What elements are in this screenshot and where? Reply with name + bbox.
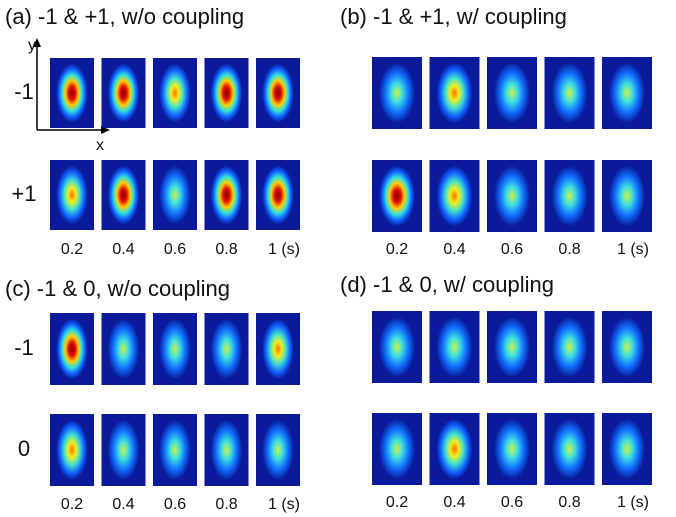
atom-cloud: [211, 166, 243, 225]
atom-cloud: [159, 166, 191, 225]
atom-cloud: [379, 63, 415, 123]
time-label: 1 (s): [617, 241, 649, 258]
atom-cloud: [379, 166, 415, 226]
atom-cloud: [56, 319, 88, 379]
panel-title: (c) -1 & 0, w/o coupling: [5, 276, 230, 301]
atom-cloud: [379, 419, 415, 479]
atom-cloud: [211, 420, 243, 480]
atom-cloud: [56, 64, 88, 123]
atom-cloud: [552, 317, 588, 377]
time-label: 0.8: [558, 241, 580, 258]
row-label: -1: [14, 335, 34, 360]
atom-cloud: [211, 319, 243, 379]
atom-cloud: [609, 317, 645, 377]
atom-cloud: [494, 419, 530, 479]
atom-cloud: [108, 64, 140, 123]
atom-cloud: [494, 317, 530, 377]
atom-cloud: [437, 419, 473, 479]
atom-cloud: [494, 166, 530, 226]
atom-cloud: [609, 63, 645, 123]
time-label: 1 (s): [268, 241, 300, 258]
atom-cloud: [108, 319, 140, 379]
x-axis-label: x: [96, 137, 104, 154]
panel-title: (a) -1 & +1, w/o coupling: [5, 4, 244, 29]
time-label: 0.6: [164, 241, 186, 258]
atom-cloud: [159, 64, 191, 123]
time-label: 0.6: [501, 494, 523, 511]
time-label: 1 (s): [617, 494, 649, 511]
atom-cloud: [262, 64, 294, 123]
atom-cloud: [159, 420, 191, 480]
time-label: 0.2: [61, 496, 83, 513]
time-label: 0.4: [443, 241, 465, 258]
atom-cloud: [437, 317, 473, 377]
atom-cloud: [108, 166, 140, 225]
atom-cloud: [211, 64, 243, 123]
atom-cloud: [379, 317, 415, 377]
y-axis-label: y: [28, 37, 36, 54]
atom-cloud: [262, 319, 294, 379]
atom-cloud: [56, 166, 88, 225]
time-label: 0.8: [215, 241, 237, 258]
atom-cloud: [56, 420, 88, 480]
atom-cloud: [262, 166, 294, 225]
time-label: 1 (s): [268, 496, 300, 513]
atom-cloud: [437, 63, 473, 123]
atom-cloud: [159, 319, 191, 379]
time-label: 0.6: [501, 241, 523, 258]
atom-cloud: [494, 63, 530, 123]
atom-cloud: [552, 166, 588, 226]
atom-cloud: [609, 419, 645, 479]
time-label: 0.4: [112, 496, 134, 513]
time-label: 0.2: [386, 241, 408, 258]
row-label: 0: [18, 436, 30, 461]
time-label: 0.4: [112, 241, 134, 258]
panel-title: (d) -1 & 0, w/ coupling: [340, 272, 554, 297]
atom-cloud: [262, 420, 294, 480]
atom-cloud: [552, 63, 588, 123]
time-label: 0.6: [164, 496, 186, 513]
time-label: 0.2: [386, 494, 408, 511]
time-label: 0.8: [215, 496, 237, 513]
atom-cloud: [552, 419, 588, 479]
time-label: 0.4: [443, 494, 465, 511]
time-label: 0.8: [558, 494, 580, 511]
row-label: +1: [11, 181, 36, 206]
atom-cloud: [609, 166, 645, 226]
row-label: -1: [14, 79, 34, 104]
figure: y x (a) -1 & +1, w/o coupling -1 +1 0.2 0.4 0…: [0, 0, 676, 517]
atom-cloud: [437, 166, 473, 226]
atom-cloud: [108, 420, 140, 480]
time-label: 0.2: [61, 241, 83, 258]
panel-title: (b) -1 & +1, w/ coupling: [340, 4, 567, 29]
